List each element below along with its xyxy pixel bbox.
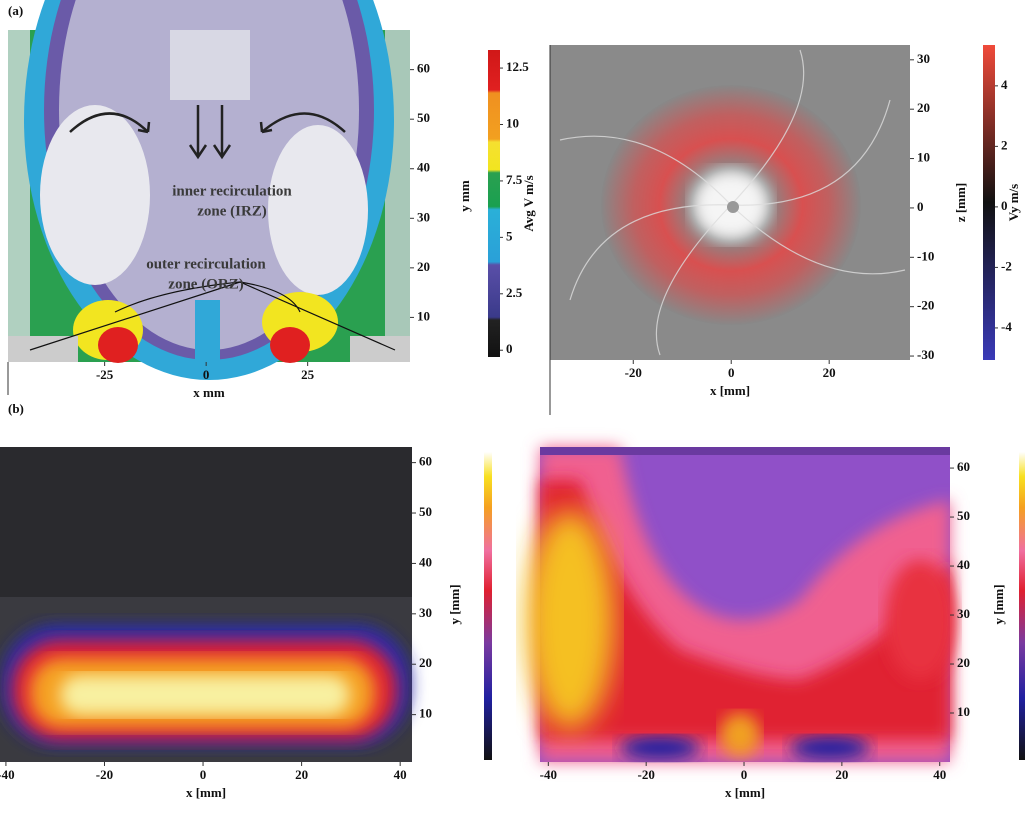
x-axis-label: x [mm] <box>186 785 226 800</box>
x-tick-label: -40 <box>0 767 15 782</box>
y-tick-label: -10 <box>917 248 934 263</box>
y-tick-label: 30 <box>417 209 430 224</box>
annotation: inner recirculation <box>172 183 292 199</box>
colorbar <box>1019 452 1025 760</box>
y-tick-label: 50 <box>957 508 970 523</box>
colorbar-tick-label: 0 <box>1001 198 1008 213</box>
x-axis-label: x [mm] <box>725 785 765 800</box>
y-tick-label: 20 <box>917 100 930 115</box>
x-tick-label: -20 <box>625 365 642 380</box>
colorbar-label: Avg V m/s <box>521 175 536 231</box>
colorbar-tick-label: 2 <box>1001 137 1008 152</box>
intensity-image <box>525 447 955 762</box>
colorbar-tick-label: 0 <box>506 341 513 356</box>
y-axis-label: y [mm] <box>447 584 462 624</box>
panel-label: (b) <box>8 401 24 416</box>
colorbar-tick-label: 4 <box>1001 77 1008 92</box>
y-tick-label: 30 <box>917 51 930 66</box>
y-tick-label: 20 <box>417 259 430 274</box>
y-tick-label: 0 <box>917 199 924 214</box>
x-tick-label: -20 <box>637 767 654 782</box>
y-tick-label: 20 <box>419 655 432 670</box>
y-tick-label: 60 <box>957 459 970 474</box>
x-tick-label: 20 <box>835 767 848 782</box>
y-tick-label: 10 <box>417 308 430 323</box>
y-tick-label: 10 <box>419 706 432 721</box>
colorbar-tick-label: -2 <box>1001 258 1012 273</box>
colorbar-tick-label: 5 <box>506 228 513 243</box>
y-axis-label: y mm <box>457 180 472 212</box>
y-tick-label: 60 <box>417 61 430 76</box>
y-tick-label: 50 <box>419 504 432 519</box>
y-axis-label: y [mm] <box>991 584 1006 624</box>
colorbar <box>488 50 500 357</box>
panel-label: (a) <box>8 3 23 18</box>
x-axis-label: x mm <box>193 385 225 400</box>
x-tick-label: -20 <box>96 767 113 782</box>
x-tick-label: 40 <box>933 767 946 782</box>
y-tick-label: 60 <box>419 454 432 469</box>
y-tick-label: 30 <box>419 605 432 620</box>
colorbar <box>484 452 492 760</box>
y-tick-label: 30 <box>957 606 970 621</box>
colorbar-tick-label: 2.5 <box>506 285 523 300</box>
colorbar-tick-label: -4 <box>1001 319 1012 334</box>
x-tick-label: -40 <box>540 767 557 782</box>
x-axis-label: x [mm] <box>710 383 750 398</box>
colorbar <box>983 45 995 360</box>
annotation: outer recirculation <box>146 256 266 272</box>
y-tick-label: -20 <box>917 298 934 313</box>
annotation: zone (IRZ) <box>197 203 267 219</box>
swirl-image <box>549 45 910 415</box>
x-tick-label: 0 <box>200 767 207 782</box>
y-axis-label: z [mm] <box>953 183 968 222</box>
colorbar-tick-label: 10 <box>506 115 519 130</box>
y-tick-label: 20 <box>957 655 970 670</box>
x-tick-label: 20 <box>823 365 836 380</box>
flow-field-image <box>7 0 410 395</box>
y-tick-label: 50 <box>417 110 430 125</box>
x-tick-label: -25 <box>96 367 114 382</box>
x-tick-label: 25 <box>301 367 315 382</box>
colorbar-label: Vy m/s <box>1006 184 1021 221</box>
x-tick-label: 0 <box>728 365 735 380</box>
intensity-image <box>0 447 412 762</box>
colorbar-tick-label: 12.5 <box>506 59 529 74</box>
y-tick-label: 10 <box>957 704 970 719</box>
x-tick-label: 40 <box>394 767 407 782</box>
colorbar-tick-label: 7.5 <box>506 172 523 187</box>
y-tick-label: -30 <box>917 347 934 362</box>
x-tick-label: 0 <box>203 367 210 382</box>
y-tick-label: 10 <box>917 150 930 165</box>
y-tick-label: 40 <box>419 554 432 569</box>
annotation: zone (ORZ) <box>168 276 243 292</box>
y-tick-label: 40 <box>957 557 970 572</box>
x-tick-label: 20 <box>295 767 308 782</box>
x-tick-label: 0 <box>741 767 748 782</box>
y-tick-label: 40 <box>417 160 430 175</box>
